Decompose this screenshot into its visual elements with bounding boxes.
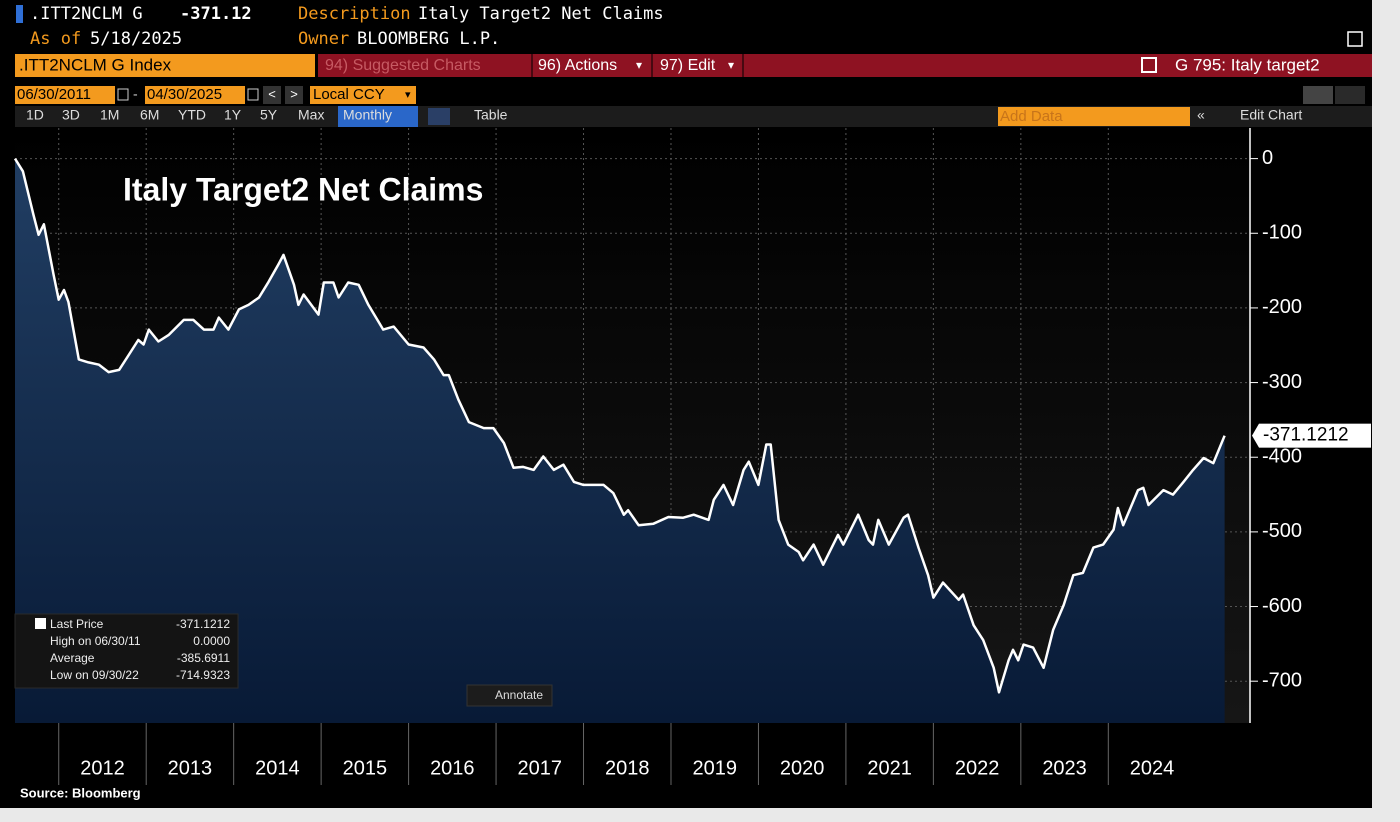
legend-value: -385.6911 <box>177 651 230 665</box>
menu-item[interactable]: 96) Actions <box>538 57 617 74</box>
legend-label: Low on 09/30/22 <box>50 668 139 682</box>
legend-value: -714.9323 <box>176 668 230 682</box>
last-tag-pointer <box>1252 423 1259 448</box>
menu-bar <box>318 54 1372 77</box>
calendar[interactable] <box>247 88 259 101</box>
period: Monthly <box>343 107 392 123</box>
ccy-box[interactable] <box>310 86 416 104</box>
menu-item[interactable]: 94) Suggested Charts <box>325 57 481 74</box>
period-box[interactable] <box>338 106 418 127</box>
legend-value: -371.1212 <box>176 617 230 631</box>
legend <box>14 613 239 689</box>
x-tick-label: 2013 <box>168 757 213 779</box>
source: Source: Bloomberg <box>20 785 141 800</box>
x-tick-label: 2016 <box>430 757 475 779</box>
y-tick-label: -500 <box>1262 520 1302 542</box>
y-tick-label: -400 <box>1262 446 1302 468</box>
x-tick-label: 2015 <box>343 757 388 779</box>
undo[interactable] <box>1303 86 1333 104</box>
collapse[interactable]: « <box>1197 107 1205 123</box>
range-button[interactable]: 6M <box>140 107 159 123</box>
range-button[interactable]: YTD <box>178 107 206 123</box>
x-tick-label: 2024 <box>1130 757 1175 779</box>
arrow: < <box>268 86 276 101</box>
date-box[interactable] <box>15 86 115 104</box>
date-box[interactable] <box>145 86 245 104</box>
last-tag-label: -371.1212 <box>1263 425 1349 446</box>
x-tick-label: 2018 <box>605 757 650 779</box>
range-button[interactable]: 1M <box>100 107 119 123</box>
icon[interactable] <box>1347 31 1363 47</box>
arrow: > <box>290 86 298 101</box>
legend-stats: High on 06/30/11 0.0000 Average -385.6911 Lo… <box>50 634 230 682</box>
range-button[interactable]: 3D <box>62 107 80 123</box>
ticker: .ITT2NCLM G <box>30 4 143 24</box>
y-tick-label: -300 <box>1262 371 1302 393</box>
owner: BLOOMBERG L.P. <box>357 29 500 49</box>
chart-icon[interactable] <box>428 108 450 125</box>
y-tick-label: -600 <box>1262 595 1302 617</box>
x-tick-label: 2012 <box>80 757 125 779</box>
currency: Local CCY <box>313 86 385 103</box>
next[interactable] <box>285 86 303 104</box>
chart-title: Italy Target2 Net Claims <box>123 171 483 207</box>
x-tick-label: 2014 <box>255 757 300 779</box>
prev[interactable] <box>263 86 281 104</box>
range-button[interactable]: 5Y <box>260 107 278 123</box>
price: -371.12 <box>180 4 252 24</box>
legend-label: High on 06/30/11 <box>50 634 141 648</box>
annotate-button[interactable] <box>466 684 553 707</box>
end-date: 04/30/2025 <box>147 86 222 103</box>
legend-label: Average <box>50 651 95 665</box>
legend-label: Last Price <box>50 617 104 631</box>
marker <box>16 5 23 23</box>
range-buttons: 1D 3D 1M 6M YTD 1Y 5Y Max <box>26 107 324 123</box>
area <box>15 158 1225 724</box>
icon[interactable] <box>1141 57 1157 73</box>
caret: ▾ <box>405 89 411 101</box>
calendar[interactable] <box>117 88 129 101</box>
dash: - <box>133 86 138 102</box>
redo[interactable] <box>1335 86 1365 104</box>
y-tick-label: 0 <box>1262 147 1273 169</box>
legend-value: 0.0000 <box>193 634 230 648</box>
caret: ▾ <box>636 58 642 72</box>
edit-chart[interactable]: Edit Chart <box>1240 107 1302 123</box>
range-button[interactable]: Max <box>298 107 324 123</box>
label: As of <box>30 29 81 49</box>
start-date: 06/30/2011 <box>17 86 91 103</box>
label: Owner <box>298 29 349 49</box>
x-tick-label: 2021 <box>867 757 912 779</box>
x-tick-label: 2017 <box>518 757 563 779</box>
add-data-box[interactable] <box>998 107 1190 126</box>
description: Italy Target2 Net Claims <box>418 4 664 24</box>
range-button[interactable]: 1D <box>26 107 44 123</box>
as-of: 5/18/2025 <box>90 29 182 49</box>
legend-swatch <box>35 618 46 629</box>
security: .ITT2NCLM G Index <box>19 55 172 74</box>
y-tick-label: -100 <box>1262 222 1302 244</box>
label: Description <box>298 4 411 24</box>
annotate: Annotate <box>495 688 543 702</box>
add-data: Add Data <box>1000 108 1063 125</box>
menu-item[interactable]: 97) Edit <box>660 57 716 74</box>
table[interactable]: Table <box>474 107 508 123</box>
x-tick-label: 2020 <box>780 757 825 779</box>
last-tag <box>1259 423 1371 448</box>
y-tick-label: -200 <box>1262 296 1302 318</box>
range-button[interactable]: 1Y <box>224 107 242 123</box>
line <box>13 157 1226 694</box>
chart-id: G 795: Italy target2 <box>1175 55 1320 74</box>
x-tick-label: 2022 <box>955 757 1000 779</box>
y-tick-label: -700 <box>1262 669 1302 691</box>
caret: ▾ <box>728 58 734 72</box>
x-tick-label: 2019 <box>692 757 737 779</box>
security-box[interactable] <box>15 54 315 77</box>
x-tick-label: 2023 <box>1042 757 1087 779</box>
